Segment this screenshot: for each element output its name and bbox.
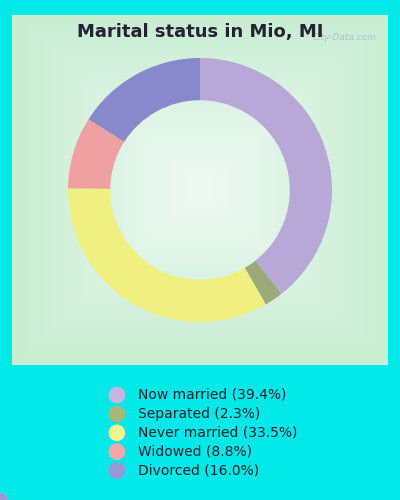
Legend: Now married (39.4%), Separated (2.3%), Never married (33.5%), Widowed (8.8%), Di: Now married (39.4%), Separated (2.3%), N… — [99, 384, 301, 482]
Wedge shape — [68, 120, 124, 189]
Text: Marital status in Mio, MI: Marital status in Mio, MI — [77, 22, 323, 40]
Wedge shape — [245, 260, 282, 304]
Wedge shape — [68, 188, 266, 322]
Wedge shape — [88, 58, 200, 142]
Wedge shape — [200, 58, 332, 294]
Text: City-Data.com: City-Data.com — [313, 32, 377, 42]
